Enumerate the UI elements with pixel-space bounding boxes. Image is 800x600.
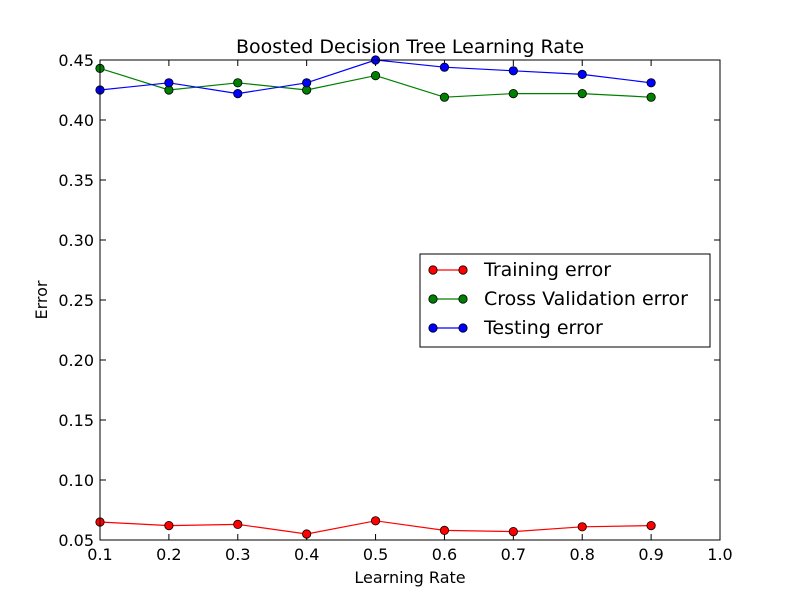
legend-marker (458, 265, 468, 275)
y-tick-label: 0.10 (58, 471, 94, 490)
training-error-point (508, 526, 518, 537)
legend-marker (428, 294, 438, 304)
cross-validation-error-point (233, 78, 243, 88)
x-tick-label: 0.7 (501, 545, 526, 564)
y-tick-label: 0.30 (58, 231, 94, 250)
testing-error-point (508, 66, 518, 76)
training-error-point (302, 529, 312, 539)
legend-item: Training error (428, 259, 611, 281)
y-axis-label: Error (32, 280, 51, 319)
y-tick-label: 0.05 (58, 531, 94, 550)
series-layer (95, 55, 656, 539)
x-tick-label: 0.3 (225, 545, 250, 564)
x-tick-label: 0.4 (294, 545, 319, 564)
testing-error-point (164, 78, 174, 88)
x-tick-label: 0.8 (569, 545, 594, 564)
training-error-point (233, 519, 243, 530)
testing-error-point (233, 89, 243, 99)
legend-box (419, 253, 711, 348)
training-error-point (646, 520, 656, 531)
y-tick-label: 0.45 (58, 51, 94, 70)
x-tick-label: 0.6 (432, 545, 457, 564)
legend: Training error Cross Validation error Test… (419, 253, 711, 348)
training-error-point (577, 522, 587, 532)
plot-frame (99, 59, 721, 541)
legend-label: Training error (483, 259, 611, 281)
x-tick-label: 0.9 (638, 545, 663, 564)
testing-error-point (302, 78, 312, 88)
x-tick-label: 0.1 (87, 545, 112, 564)
legend-marker (428, 323, 438, 333)
y-tick-label: 0.20 (58, 351, 94, 370)
cross-validation-error-point (577, 89, 587, 99)
series-cross-validation-error (95, 63, 656, 102)
cross-validation-error-point (508, 89, 518, 99)
training-error-point (370, 516, 381, 526)
legend-marker (458, 323, 468, 333)
x-axis-label: Learning Rate (354, 568, 465, 587)
chart-title: Boosted Decision Tree Learning Rate (236, 36, 584, 58)
testing-error-point (646, 78, 656, 88)
ticks-layer: 0.1 0.2 0.3 0.4 0.5 0.6 0.7 0.8 0.9 1.0 0.05 0.10 0.… (58, 51, 732, 564)
testing-error-point (439, 62, 450, 72)
cross-validation-error-point (646, 92, 656, 102)
y-tick-label: 0.35 (58, 171, 94, 190)
legend-marker (428, 265, 438, 275)
legend-label: Cross Validation error (484, 288, 688, 310)
legend-item: Testing error (428, 317, 603, 339)
testing-error-point (577, 69, 587, 80)
cross-validation-error-point (439, 92, 450, 102)
y-tick-label: 0.15 (58, 411, 94, 430)
training-error-point (164, 520, 174, 531)
legend-label: Testing error (483, 317, 603, 339)
x-tick-label: 0.5 (363, 545, 388, 564)
cross-validation-error-point (370, 71, 381, 81)
y-tick-label: 0.25 (58, 291, 94, 310)
legend-marker (458, 294, 468, 304)
x-tick-label: 0.2 (156, 545, 181, 564)
x-tick-label: 1.0 (707, 545, 732, 564)
y-tick-label: 0.40 (58, 111, 94, 130)
legend-item: Cross Validation error (428, 288, 688, 310)
series-training-error (95, 516, 656, 539)
training-error-point (439, 525, 450, 536)
